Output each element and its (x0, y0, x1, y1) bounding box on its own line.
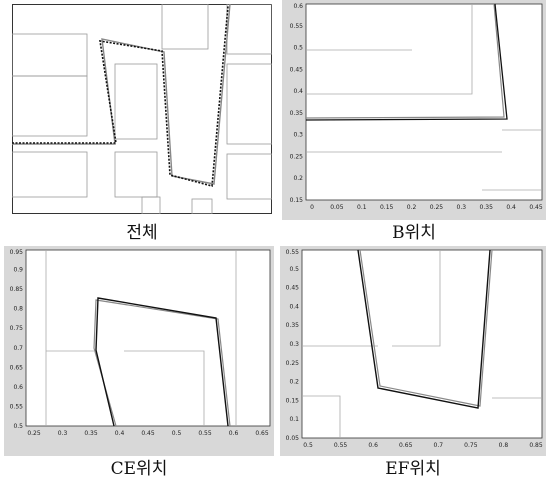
ce-y-tick: 0.55 (10, 403, 24, 410)
ef-reference-path (359, 249, 493, 407)
ce-y-tick: 0.9 (13, 267, 23, 274)
b-y-tick: 0.55 (290, 23, 304, 30)
overall-border (12, 4, 272, 214)
b-x-tick: 0.3 (457, 204, 467, 211)
ef-y-tick: 0.4 (289, 303, 299, 310)
ce-x-tick: 0.45 (141, 430, 155, 437)
ce-x-tick: 0.35 (84, 430, 98, 437)
ce-x-tick: 0.6 (229, 430, 239, 437)
ce-y-tick: 0.8 (13, 306, 23, 313)
b-y-tick: 0.35 (290, 110, 304, 117)
ef-y-tick: 0.55 (286, 249, 300, 256)
overall-estimated-path (12, 5, 229, 188)
ef-plot-frame: 0.55 0.5 0.45 0.4 0.35 0.3 0.25 0.2 0.15 0.1 0.05 … (280, 246, 546, 456)
ce-y-tick: 0.95 (10, 249, 24, 256)
b-x-tick: 0.2 (407, 204, 417, 211)
ef-x-tick: 0.65 (399, 442, 413, 449)
ce-estimated-path (95, 297, 229, 427)
ce-x-tick-labels: 0.25 0.3 0.35 0.4 0.45 0.5 0.55 0.6 0.65 (27, 430, 269, 437)
b-x-tick: 0.05 (330, 204, 344, 211)
ef-x-tick: 0.7 (434, 442, 444, 449)
ce-y-tick: 0.5 (13, 423, 23, 430)
ef-x-tick: 0.55 (334, 442, 348, 449)
b-plot-frame: 0.6 0.55 0.5 0.45 0.4 0.35 0.3 0.25 0.2 0.15 0 0.0… (282, 0, 546, 220)
ef-y-tick: 0.15 (286, 397, 300, 404)
ef-x-tick-labels: 0.5 0.55 0.6 0.65 0.7 0.75 0.8 0.85 (303, 442, 543, 449)
b-reference-path (305, 3, 505, 119)
ef-y-tick: 0.35 (286, 322, 300, 329)
ce-walls (45, 250, 237, 426)
ce-y-tick: 0.85 (10, 286, 24, 293)
ce-y-tick: 0.75 (10, 325, 24, 332)
overall-map (12, 4, 272, 214)
ef-walls (302, 250, 542, 438)
overall-reference-path (12, 4, 231, 185)
ce-y-tick: 0.6 (13, 384, 23, 391)
ef-y-tick: 0.3 (289, 341, 299, 348)
b-x-tick: 0.25 (430, 204, 444, 211)
overall-map-frame (12, 4, 272, 214)
ef-x-tick: 0.6 (368, 442, 378, 449)
ce-plot-frame: 0.95 0.9 0.85 0.8 0.75 0.7 0.65 0.6 0.55 0.5 0.25… (4, 246, 274, 456)
b-plot: 0.6 0.55 0.5 0.45 0.4 0.35 0.3 0.25 0.2 0.15 0 0.0… (282, 0, 546, 220)
ce-x-tick: 0.5 (172, 430, 182, 437)
b-y-tick: 0.5 (293, 45, 303, 52)
b-y-tick: 0.15 (290, 197, 304, 204)
b-x-tick: 0.4 (506, 204, 516, 211)
ef-x-tick: 0.85 (529, 442, 543, 449)
ef-y-tick: 0.2 (289, 379, 299, 386)
b-y-tick: 0.2 (293, 175, 303, 182)
ef-x-tick: 0.75 (464, 442, 478, 449)
b-walls (306, 4, 542, 191)
ef-plot-area (301, 249, 543, 439)
ef-y-tick: 0.5 (289, 266, 299, 273)
ef-y-tick: 0.05 (286, 435, 300, 442)
b-estimated-path (305, 3, 508, 121)
ef-plot: 0.550.50.450.40.350.30.250.20.150.10.05 … (280, 246, 546, 456)
ef-x-tick: 0.8 (499, 442, 509, 449)
ef-x-tick: 0.5 (303, 442, 313, 449)
overall-walls (12, 4, 272, 214)
b-y-tick: 0.4 (293, 88, 303, 95)
ef-y-tick: 0.25 (286, 360, 300, 367)
b-x-tick: 0.15 (380, 204, 394, 211)
b-x-tick-labels: 0 0.05 0.1 0.15 0.2 0.25 0.3 0.35 0.4 0.45 (310, 204, 543, 211)
ce-y-tick: 0.65 (10, 364, 24, 371)
caption-overall: 전체 (126, 223, 158, 243)
caption-b-position: B위치 (392, 223, 436, 243)
b-x-tick: 0 (310, 204, 314, 211)
b-x-tick: 0.35 (480, 204, 494, 211)
b-y-tick: 0.6 (293, 3, 303, 10)
ef-y-tick: 0.1 (289, 416, 299, 423)
ce-x-tick: 0.3 (58, 430, 68, 437)
ce-x-tick: 0.25 (27, 430, 41, 437)
ce-x-tick: 0.65 (255, 430, 269, 437)
ce-plot-area (25, 249, 271, 427)
ce-x-tick: 0.4 (115, 430, 125, 437)
b-y-tick: 0.3 (293, 132, 303, 139)
caption-ef-position: EF위치 (385, 459, 441, 479)
ef-estimated-path (357, 249, 491, 409)
b-y-tick: 0.25 (290, 153, 304, 160)
b-y-tick: 0.45 (290, 66, 304, 73)
b-plot-area (305, 3, 543, 201)
ce-y-tick: 0.7 (13, 345, 23, 352)
ef-y-tick-labels: 0.55 0.5 0.45 0.4 0.35 0.3 0.25 0.2 0.15 0.1 0.05 (286, 249, 300, 442)
b-y-tick-labels: 0.6 0.55 0.5 0.45 0.4 0.35 0.3 0.25 0.2 0.15 (290, 3, 304, 204)
ce-plot: 0.95 0.9 0.85 0.8 0.75 0.7 0.65 0.6 0.55 0.5 0.25… (4, 246, 274, 456)
ce-x-tick: 0.55 (198, 430, 212, 437)
b-x-tick: 0.1 (357, 204, 367, 211)
ef-y-tick: 0.45 (286, 285, 300, 292)
ce-y-tick-labels: 0.95 0.9 0.85 0.8 0.75 0.7 0.65 0.6 0.55 0.5 (10, 249, 24, 430)
b-x-tick: 0.45 (529, 204, 543, 211)
caption-ce-position: CE위치 (110, 459, 168, 479)
